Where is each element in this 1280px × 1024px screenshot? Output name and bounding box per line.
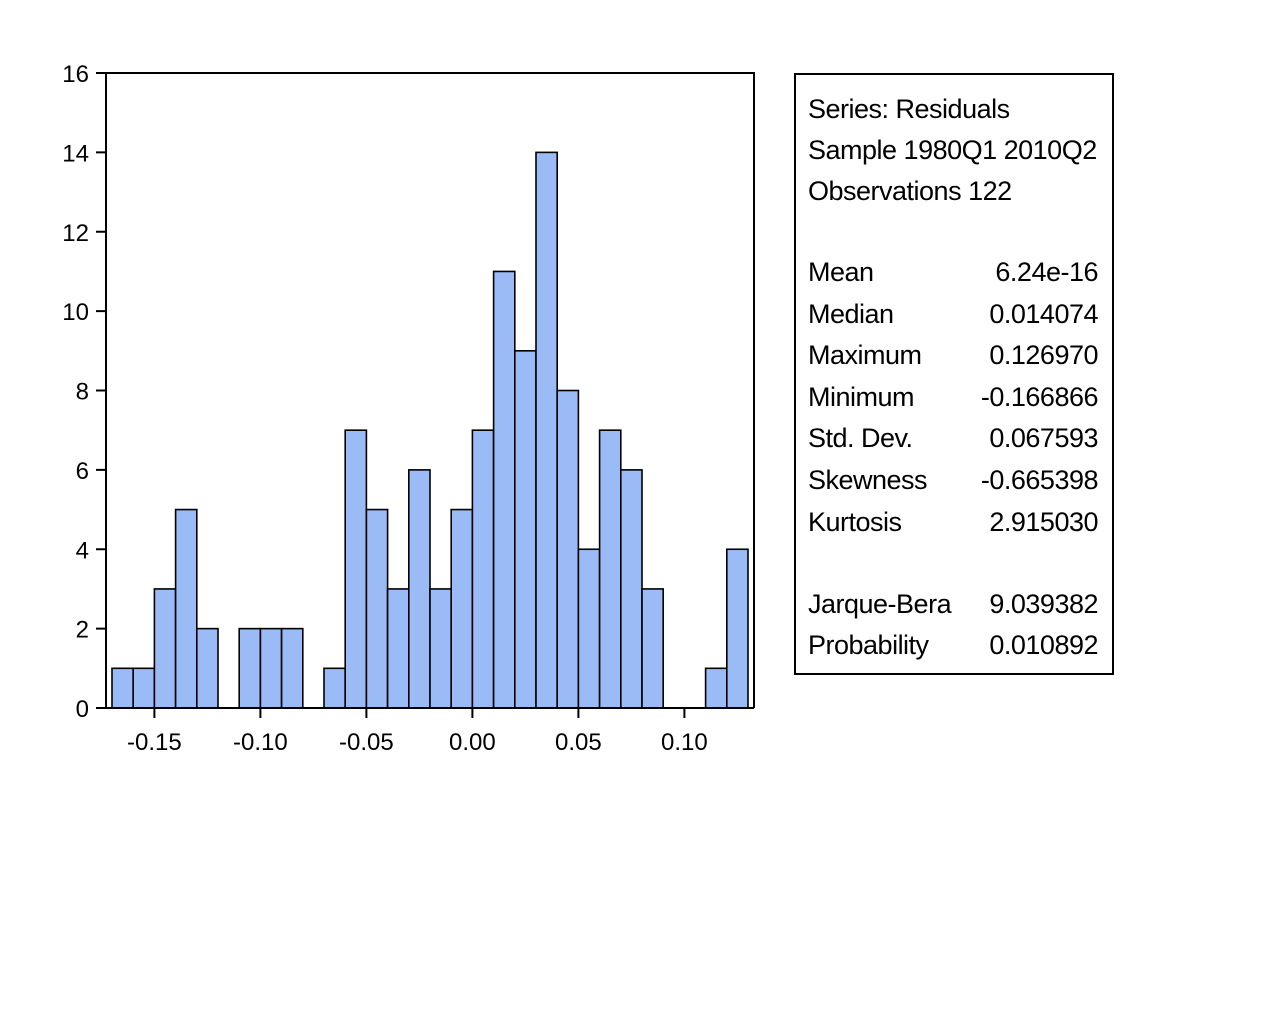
y-tick-label: 12 <box>62 220 89 247</box>
histogram-bar <box>407 469 431 709</box>
histogram-bar <box>619 469 643 709</box>
histogram-bar <box>259 627 283 709</box>
x-tick-label: 0.10 <box>661 729 708 756</box>
stat-row-std-dev: Std. Dev. 0.067593 <box>808 418 1098 459</box>
histogram-bar <box>111 667 135 709</box>
y-tick-label: 16 <box>62 61 89 88</box>
stat-row-minimum: Minimum -0.166866 <box>808 377 1099 418</box>
stat-value: 9.039382 <box>989 589 1098 619</box>
stat-value: 0.067593 <box>989 423 1098 453</box>
y-tick-label: 10 <box>62 299 89 326</box>
x-tick-label: 0.05 <box>555 729 602 756</box>
histogram-bar <box>535 151 559 709</box>
stat-value: 2.915030 <box>989 507 1098 537</box>
histogram-bar <box>471 429 495 709</box>
histogram-bar <box>344 429 368 709</box>
stat-value: -0.665398 <box>980 465 1099 495</box>
stat-row-mean: Mean 6.24e-16 <box>808 252 1098 293</box>
histogram-bar <box>132 667 156 709</box>
y-tick-label: 2 <box>76 617 89 644</box>
stat-label: Jarque-Bera <box>808 589 952 619</box>
stat-value: 0.010892 <box>989 630 1098 660</box>
histogram-bar <box>386 588 410 709</box>
stat-label: Std. Dev. <box>808 423 913 453</box>
histogram-bar <box>153 588 177 709</box>
x-tick-label: -0.05 <box>339 729 394 756</box>
stat-value: 6.24e-16 <box>995 257 1098 287</box>
y-tick-label: 6 <box>76 458 89 485</box>
series-name-line: Series: Residuals <box>808 94 1010 124</box>
histogram-bar <box>641 588 665 709</box>
stat-row-jarque-bera: Jarque-Bera 9.039382 <box>808 584 1098 625</box>
x-tick-label: -0.10 <box>233 729 288 756</box>
histogram-bar <box>725 548 749 709</box>
stat-label: Kurtosis <box>808 507 902 537</box>
y-tick-label: 14 <box>62 140 89 167</box>
stat-label: Median <box>808 299 894 329</box>
histogram-bar <box>513 350 537 709</box>
stat-value: -0.166866 <box>980 382 1099 412</box>
y-tick-label: 4 <box>76 537 89 564</box>
histogram-bar <box>174 508 198 709</box>
stat-row-kurtosis: Kurtosis 2.915030 <box>808 502 1098 543</box>
sample-range-line: Sample 1980Q1 2010Q2 <box>808 135 1097 165</box>
stat-value: 0.126970 <box>989 340 1098 370</box>
histogram-bar <box>450 508 474 709</box>
stat-row-probability: Probability 0.010892 <box>808 625 1098 666</box>
statistics-panel: Series: Residuals Sample 1980Q1 2010Q2 O… <box>794 73 1114 675</box>
stat-value: 0.014074 <box>989 299 1098 329</box>
stat-row-skewness: Skewness -0.665398 <box>808 460 1099 501</box>
chart-axes: 0 2 4 6 8 10 12 14 16 -0.15 -0.10 -0.05 0.00 0.05 0.10 <box>62 61 755 756</box>
histogram-bars <box>111 151 749 709</box>
stat-label: Probability <box>808 630 929 660</box>
histogram-bar <box>365 508 389 709</box>
x-tick-label: 0.00 <box>449 729 496 756</box>
stat-label: Maximum <box>808 340 922 370</box>
y-tick-label: 8 <box>76 379 89 406</box>
histogram-bar <box>598 429 622 709</box>
histogram-bar <box>577 548 601 709</box>
histogram-chart: 0 2 4 6 8 10 12 14 16 -0.15 -0.10 -0.05 0.00 0.05 0.10 <box>62 61 755 756</box>
stat-label: Minimum <box>808 382 915 412</box>
stat-label: Mean <box>808 257 874 287</box>
histogram-bar <box>429 588 453 709</box>
x-tick-label: -0.15 <box>127 729 182 756</box>
histogram-bar <box>492 270 516 709</box>
histogram-bar <box>704 667 728 709</box>
stat-row-median: Median 0.014074 <box>808 294 1098 335</box>
histogram-bar <box>238 627 262 709</box>
stat-label: Skewness <box>808 465 928 495</box>
histogram-bar <box>323 667 347 709</box>
y-tick-label: 0 <box>76 696 89 723</box>
histogram-bar <box>280 627 304 709</box>
stat-row-maximum: Maximum 0.126970 <box>808 335 1098 376</box>
stats-header: Series: Residuals Sample 1980Q1 2010Q2 O… <box>808 89 1108 212</box>
observations-line: Observations 122 <box>808 176 1012 206</box>
histogram-bar <box>556 389 580 709</box>
histogram-bar <box>196 627 219 709</box>
